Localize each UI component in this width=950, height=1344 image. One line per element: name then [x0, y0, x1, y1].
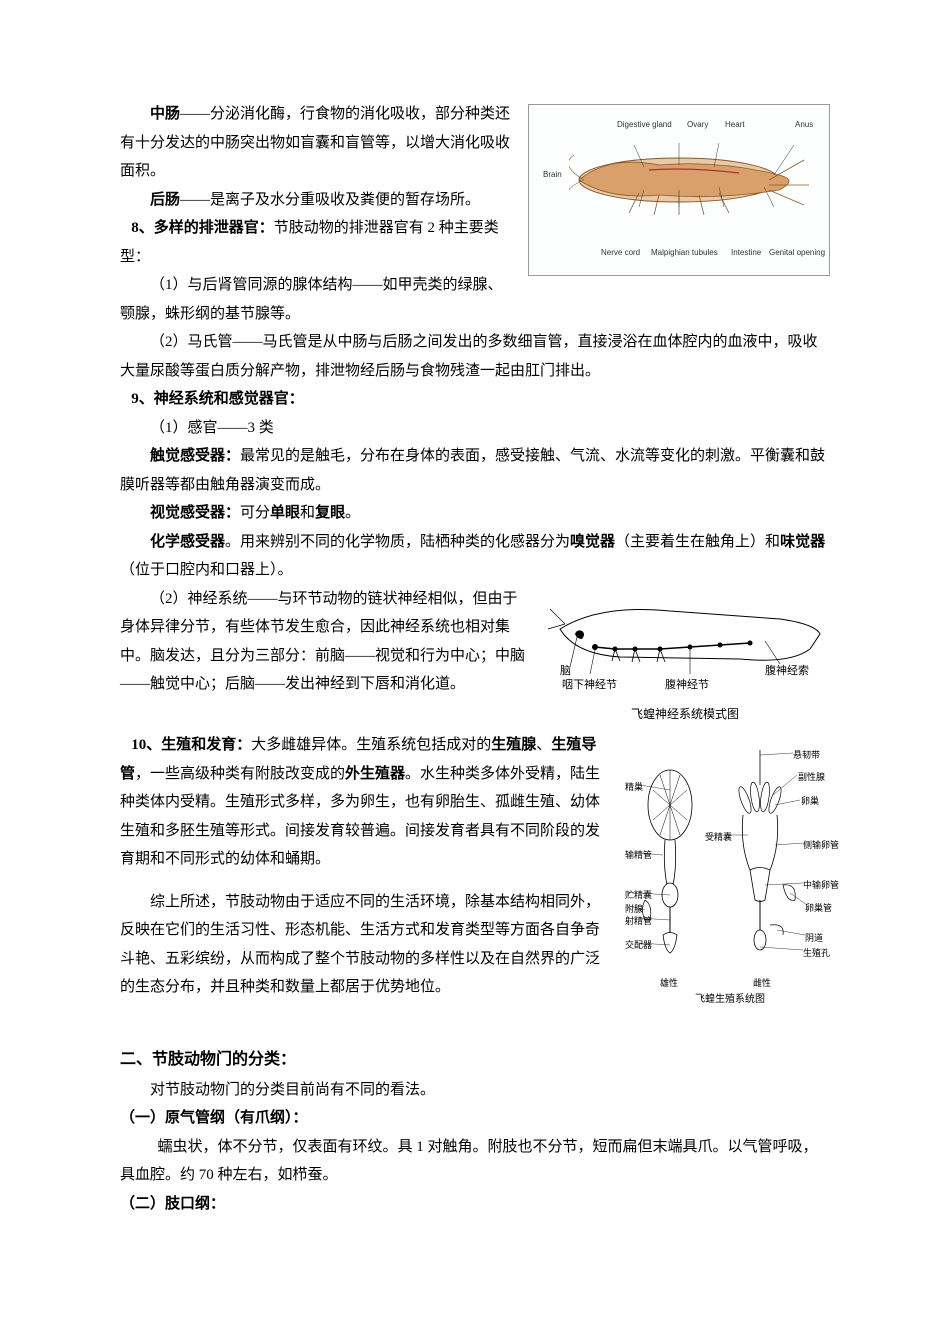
sec8-p1: （1）与后肾管同源的腺体结构——如甲壳类的绿腺、颚腺，蛛形纲的基节腺等。	[120, 271, 830, 328]
sec10-b3: 外生殖器	[345, 766, 405, 782]
fig1-label-genital: Genital opening	[769, 245, 825, 260]
fig3-r-ovary: 卵巢	[801, 793, 819, 810]
sec9-touch: 触觉感受器：最常见的是触毛，分布在身体的表面，感受接触、气流、水流等变化的刺激。…	[120, 442, 830, 499]
sec9-p1: （1）感官——3 类	[120, 414, 830, 443]
sec9-chem: 化学感受器。用来辨别不同的化学物质，陆栖种类的化感器分为嗅觉器（主要着生在触角上…	[120, 528, 830, 585]
fig3-r-lateral: 侧输卵管	[803, 837, 839, 854]
chem-a: 。用来辨别不同的化学物质，陆栖种类的化感器分为	[225, 534, 570, 550]
fig3-l-copul: 交配器	[625, 937, 652, 954]
vision-tail: 。	[345, 505, 360, 521]
class-c1-title: （一）原气管纲（有爪纲）：	[120, 1104, 830, 1133]
fig1-label-heart: Heart	[725, 117, 745, 132]
class-c2-title: （二）肢口纲：	[120, 1190, 830, 1219]
sec10-b1: 生殖腺	[491, 737, 536, 753]
fig1-label-intestine: Intestine	[731, 245, 761, 260]
hindgut-label: 后肠	[150, 192, 180, 208]
fig3-r-acc: 副性腺	[798, 769, 825, 786]
fig3-l-testis: 精巢	[625, 779, 643, 796]
vision-b1: 单眼	[270, 505, 300, 521]
fig1-label-digestive-gland: Digestive gland	[617, 117, 672, 132]
fig3-l-vas: 输精管	[625, 847, 652, 864]
sec10-sep1: 、	[536, 737, 551, 753]
fig1-label-nerve-cord: Nerve cord	[601, 245, 640, 260]
chem-b2: 味觉器	[780, 534, 825, 550]
sec9-title: 9、神经系统和感觉器官：	[131, 391, 304, 407]
touch-label: 触觉感受器：	[150, 448, 240, 464]
fig2-caption: 飞蝗神经系统模式图	[540, 703, 830, 726]
figure-shrimp-anatomy: Digestive gland Ovary Heart Anus Brain N…	[528, 104, 830, 276]
classification-intro: 对节肢动物门的分类目前尚有不同的看法。	[120, 1076, 830, 1105]
fig1-label-malpighian: Malpighian tubules	[651, 245, 718, 260]
fig1-label-brain: Brain	[543, 167, 562, 182]
chem-c: （位于口腔内和口器上）。	[120, 562, 293, 578]
fig3-r-calyx: 受精囊	[705, 829, 732, 846]
class-c1-text: 蠕虫状，体不分节，仅表面有环纹。具 1 对触角。附肢也不分节，短而扁但末端具爪。…	[120, 1133, 830, 1190]
fig2-label-sub: 咽下神经节	[562, 675, 617, 696]
fig3-l-ejac: 射精管	[625, 913, 652, 930]
sec9-heading: 9、神经系统和感觉器官：	[120, 385, 830, 414]
fig3-r-egg: 卵巢管	[805, 900, 832, 917]
shrimp-svg	[569, 135, 819, 215]
hindgut-text: ——是离子及水分重吸收及粪便的暂存场所。	[180, 192, 480, 208]
fig3-r-genital: 生殖孔	[803, 945, 830, 962]
classification-heading: 二、节肢动物门的分类：	[120, 1045, 830, 1075]
figure-locust-nervous: 脑 咽下神经节 腹神经节 腹神经索	[540, 589, 830, 699]
chem-b1: 嗅觉器	[570, 534, 615, 550]
vision-label: 视觉感受器：	[150, 505, 240, 521]
sec10-title: 10、生殖和发育：	[131, 737, 251, 753]
sec8-title: 8、多样的排泄器官：	[131, 220, 274, 236]
c1-title: （一）原气管纲（有爪纲）：	[120, 1110, 308, 1126]
fig1-label-anus: Anus	[795, 117, 813, 132]
fig3-left-label: 雄性	[660, 975, 678, 992]
fig3-r-ovariole: 悬韧带	[793, 747, 820, 764]
vision-a: 可分	[240, 505, 270, 521]
fig2-label-ventral-ganglia: 腹神经节	[665, 675, 709, 696]
sec10-mid: ，一些高级种类有附肢改变成的	[135, 766, 345, 782]
midgut-label: 中肠	[150, 106, 180, 122]
chem-label: 化学感受器	[150, 534, 225, 550]
sec10-lead-a: 大多雌雄异体。生殖系统包括成对的	[251, 737, 491, 753]
c2-title: （二）肢口纲：	[120, 1196, 225, 1212]
fig1-label-ovary: Ovary	[687, 117, 708, 132]
figure-locust-reproductive: 精巢 输精管 贮精囊 附腺 射精管 交配器 悬韧带 副性腺 卵巢 受精囊 侧输卵…	[625, 735, 830, 1025]
fig3-caption: 飞蝗生殖系统图	[695, 990, 765, 1009]
vision-b2: 复眼	[315, 505, 345, 521]
fig3-r-median: 中输卵管	[803, 877, 839, 894]
sec9-vision: 视觉感受器：可分单眼和复眼。	[120, 499, 830, 528]
sec8-p2: （2）马氏管——马氏管是从中肠与后肠之间发出的多数细盲管，直接浸浴在血体腔内的血…	[120, 328, 830, 385]
chem-b: （主要着生在触角上）和	[615, 534, 780, 550]
vision-mid: 和	[300, 505, 315, 521]
fig2-label-ventral-cord: 腹神经索	[765, 661, 809, 682]
